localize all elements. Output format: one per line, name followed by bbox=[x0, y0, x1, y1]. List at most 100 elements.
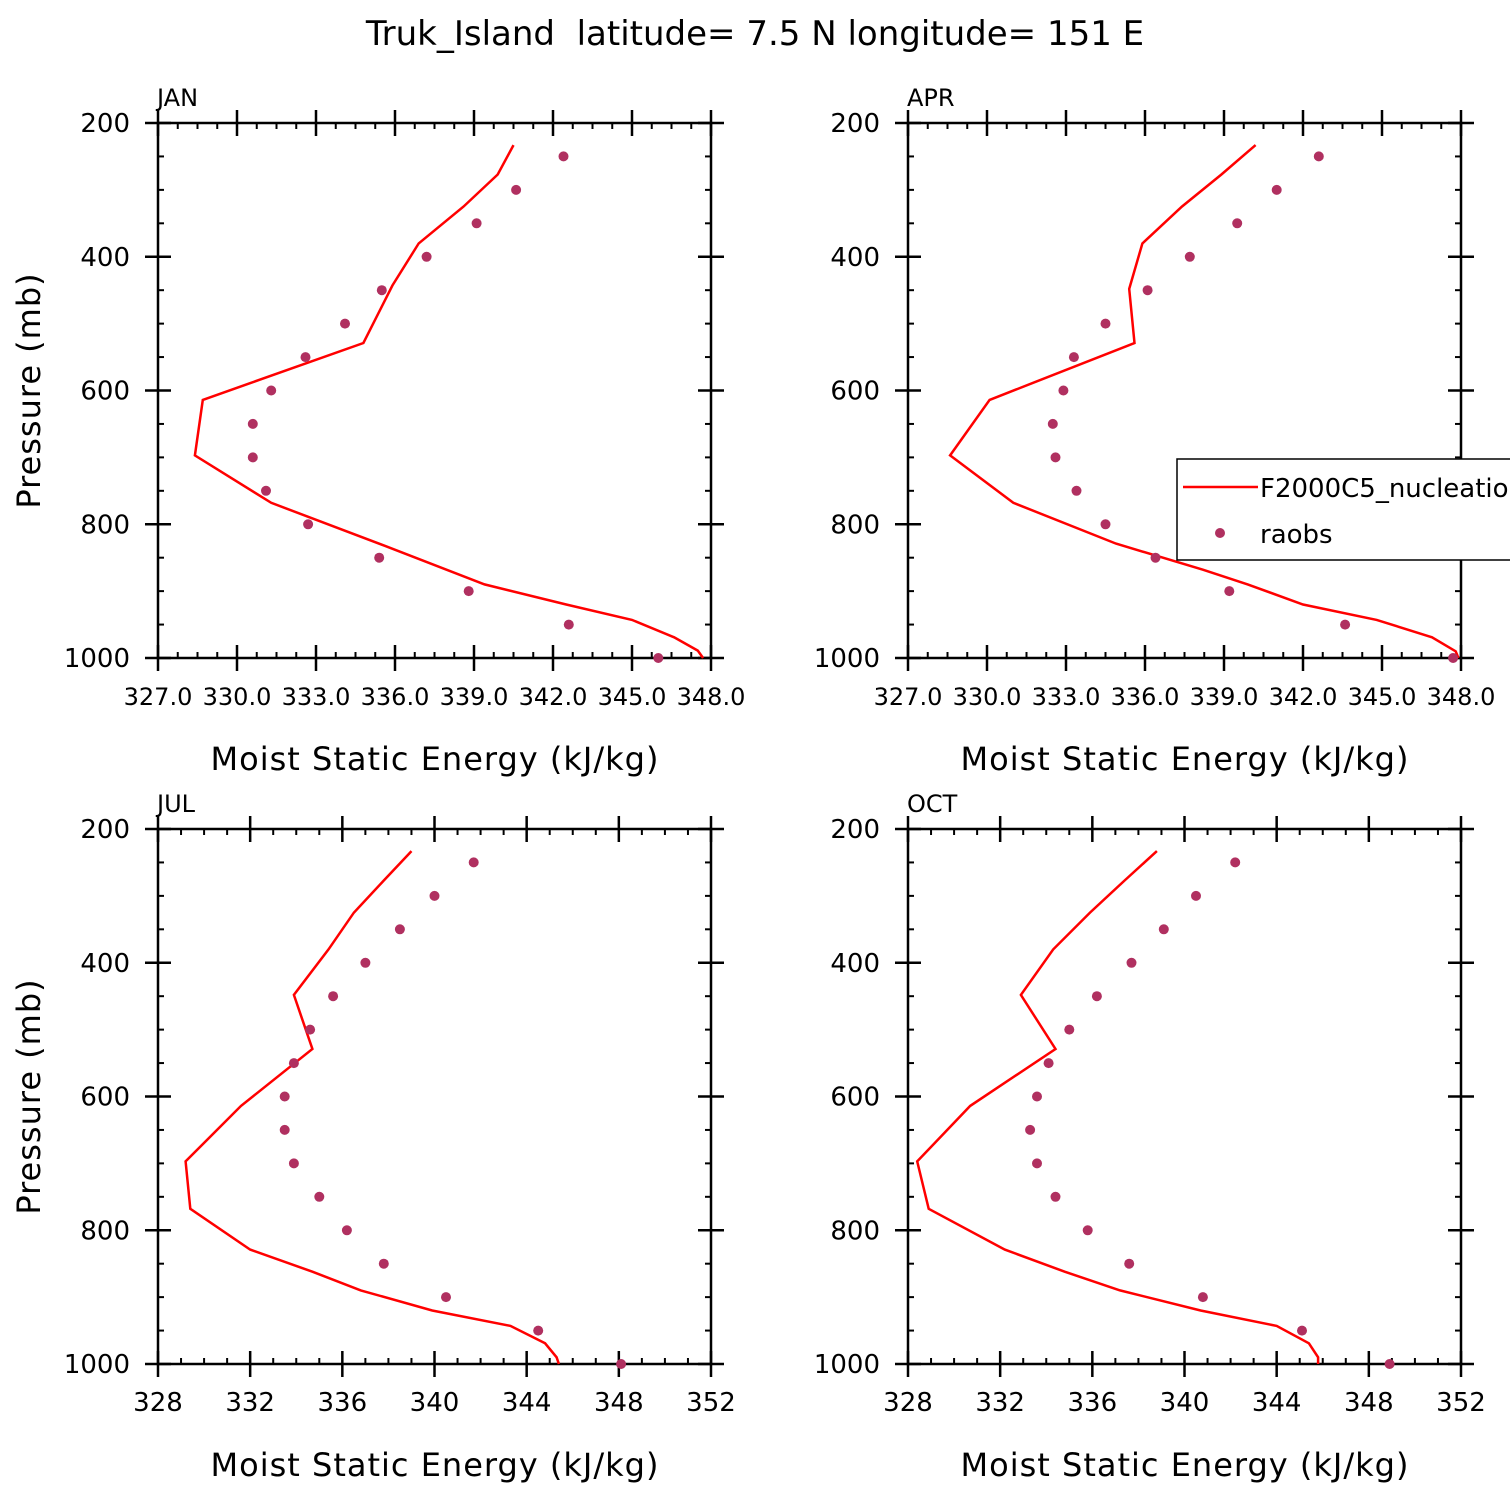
y-tick-label: 600 bbox=[80, 1083, 130, 1113]
obs-point bbox=[1058, 385, 1069, 396]
x-tick-label: 333.0 bbox=[1032, 683, 1101, 711]
obs-point bbox=[340, 318, 350, 329]
obs-point bbox=[279, 1091, 290, 1102]
x-tick-label: 348.0 bbox=[677, 683, 746, 711]
obs-point bbox=[1313, 151, 1324, 162]
obs-point bbox=[1124, 1258, 1135, 1269]
x-tick-label: 332 bbox=[975, 1388, 1025, 1418]
obs-point bbox=[1068, 352, 1079, 363]
y-tick-label: 1000 bbox=[64, 644, 130, 674]
x-axis-title: Moist Static Energy (kJ/kg) bbox=[211, 740, 660, 778]
obs-point bbox=[1142, 285, 1153, 296]
y-tick-label: 200 bbox=[80, 815, 130, 845]
x-tick-label: 348.0 bbox=[1427, 683, 1496, 711]
obs-point bbox=[1050, 1191, 1061, 1202]
x-axis-title: Moist Static Energy (kJ/kg) bbox=[961, 740, 1410, 778]
x-tick-label: 327.0 bbox=[874, 683, 943, 711]
obs-point bbox=[314, 1191, 325, 1202]
obs-point bbox=[378, 1258, 389, 1269]
obs-point bbox=[247, 452, 258, 463]
y-tick-label: 800 bbox=[80, 510, 130, 540]
obs-point bbox=[1150, 552, 1161, 563]
obs-point bbox=[261, 485, 271, 496]
x-tick-label: 333.0 bbox=[282, 683, 351, 711]
obs-point bbox=[1340, 619, 1351, 630]
x-tick-label: 336 bbox=[1068, 1388, 1118, 1418]
x-tick-label: 352 bbox=[686, 1388, 736, 1418]
obs-point bbox=[1032, 1091, 1042, 1102]
obs-point bbox=[247, 418, 258, 429]
model-line bbox=[915, 850, 1320, 1364]
obs-point bbox=[1184, 251, 1195, 262]
x-tick-label: 348 bbox=[1344, 1388, 1394, 1418]
obs-point bbox=[558, 151, 569, 162]
x-tick-label: 344 bbox=[502, 1388, 552, 1418]
obs-point bbox=[468, 857, 479, 868]
plot-frame bbox=[156, 121, 713, 660]
obs-point bbox=[1082, 1225, 1093, 1236]
y-tick-label: 200 bbox=[830, 815, 880, 845]
y-tick-label: 1000 bbox=[64, 1350, 130, 1380]
obs-point bbox=[533, 1325, 544, 1336]
obs-point bbox=[471, 218, 482, 229]
panel-apr: 327.0 330.0 333.0 336.0 339.0 342.0 345.0 348.0… bbox=[814, 84, 1496, 778]
x-tick-label: 336 bbox=[318, 1388, 368, 1418]
plot-frame bbox=[906, 827, 1463, 1366]
obs-point bbox=[1100, 519, 1111, 530]
obs-point bbox=[300, 352, 311, 363]
x-tick-label: 348 bbox=[594, 1388, 644, 1418]
x-tick-label: 339.0 bbox=[440, 683, 509, 711]
x-tick-label: 340 bbox=[410, 1388, 460, 1418]
y-axis-title: Pressure (mb) bbox=[10, 272, 48, 508]
y-tick-label: 600 bbox=[830, 377, 880, 407]
obs-point bbox=[374, 552, 385, 563]
x-tick-label: 342.0 bbox=[519, 683, 588, 711]
y-tick-label: 800 bbox=[80, 1216, 130, 1246]
y-tick-label: 1000 bbox=[814, 644, 880, 674]
obs-point bbox=[511, 184, 522, 195]
x-tick-label: 328 bbox=[133, 1388, 183, 1418]
x-tick-label: 339.0 bbox=[1190, 683, 1259, 711]
model-line bbox=[184, 850, 561, 1365]
y-tick-label: 800 bbox=[830, 510, 880, 540]
legend-obs-marker bbox=[1215, 528, 1225, 538]
model-line bbox=[948, 144, 1460, 659]
model-line bbox=[193, 144, 705, 659]
obs-point bbox=[279, 1124, 290, 1135]
legend: F2000C5_nucleation raobs bbox=[1176, 458, 1510, 561]
y-tick-label: 400 bbox=[830, 949, 880, 979]
x-tick-label: 336.0 bbox=[1111, 683, 1180, 711]
obs-point bbox=[1271, 184, 1282, 195]
panels: 327.0 330.0 333.0 336.0 339.0 342.0 345.0 348.0… bbox=[10, 84, 1495, 1484]
obs-point bbox=[1230, 857, 1241, 868]
panel-month-label: JAN bbox=[155, 84, 198, 112]
chart-title: Truk_Island latitude= 7.5 N longitude= 1… bbox=[365, 14, 1144, 54]
x-tick-label: 352 bbox=[1436, 1388, 1486, 1418]
x-tick-label: 344 bbox=[1252, 1388, 1302, 1418]
obs-point bbox=[1384, 1359, 1395, 1369]
panel-jul: 328 332 336 340 344 348 352 200 400 600 800 1000 JUL… bbox=[10, 790, 736, 1484]
y-tick-label: 400 bbox=[80, 949, 130, 979]
y-tick-label: 200 bbox=[830, 109, 880, 139]
y-tick-label: 400 bbox=[80, 243, 130, 273]
x-axis-title: Moist Static Energy (kJ/kg) bbox=[211, 1446, 660, 1484]
obs-point bbox=[288, 1158, 299, 1169]
x-tick-label: 345.0 bbox=[1348, 683, 1417, 711]
obs-point bbox=[1050, 452, 1061, 463]
legend-model-label: F2000C5_nucleation bbox=[1260, 474, 1510, 504]
obs-point bbox=[441, 1292, 451, 1303]
obs-point bbox=[360, 957, 371, 968]
y-tick-label: 1000 bbox=[814, 1350, 880, 1380]
obs-point bbox=[1448, 653, 1459, 663]
x-tick-label: 328 bbox=[883, 1388, 933, 1418]
x-tick-label: 327.0 bbox=[124, 683, 193, 711]
obs-point bbox=[1071, 485, 1082, 496]
obs-point bbox=[1047, 418, 1058, 429]
y-tick-label: 600 bbox=[80, 377, 130, 407]
obs-point bbox=[1064, 1024, 1075, 1035]
obs-point bbox=[1091, 991, 1102, 1002]
obs-point bbox=[1158, 924, 1169, 935]
panel-month-label: OCT bbox=[907, 790, 958, 818]
x-tick-label: 330.0 bbox=[203, 683, 272, 711]
